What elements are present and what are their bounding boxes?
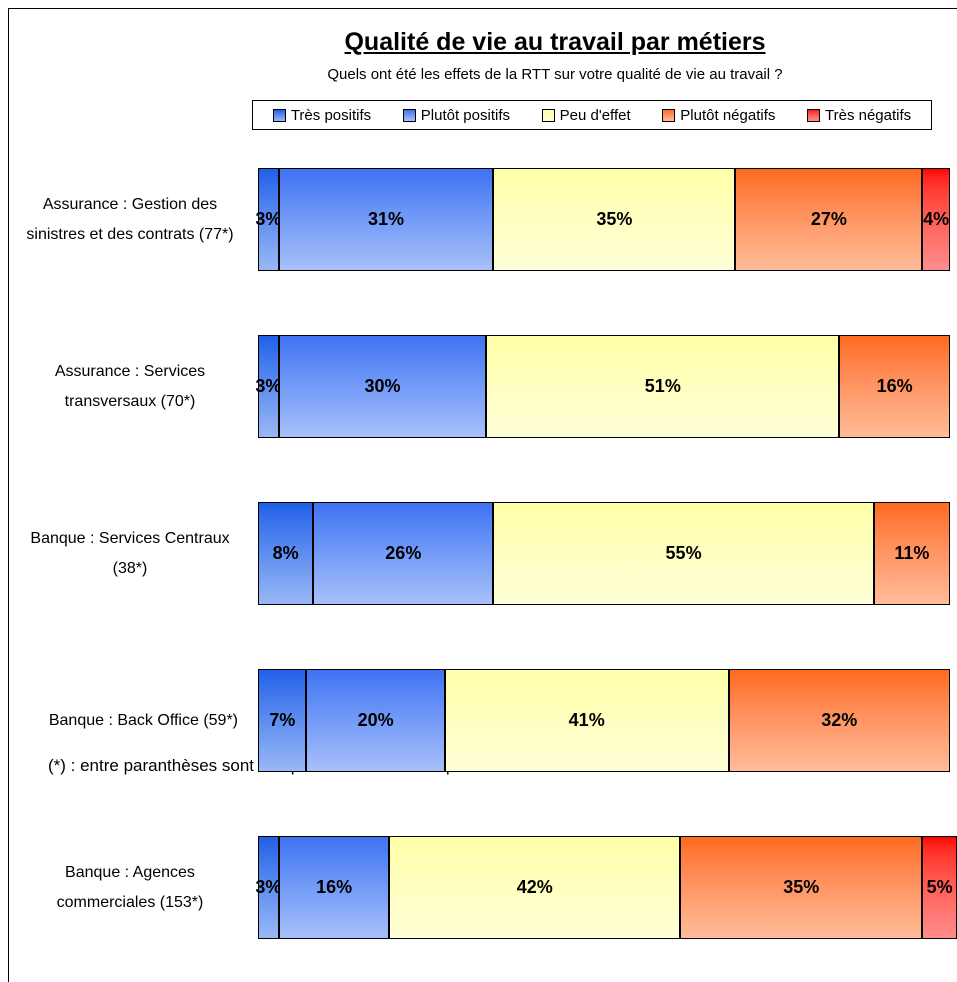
bar-segment: 16% bbox=[278, 836, 390, 939]
bar-segment: 27% bbox=[735, 168, 923, 271]
bar-segment: 3% bbox=[255, 168, 282, 271]
bar-segment: 30% bbox=[278, 335, 487, 438]
bar-segment: 16% bbox=[839, 335, 950, 438]
legend-item: Très négatifs bbox=[807, 107, 911, 124]
legend-item: Plutôt négatifs bbox=[662, 107, 775, 124]
data-label: 4% bbox=[923, 209, 950, 229]
bar-segment: 20% bbox=[306, 669, 445, 772]
bar-segment: 35% bbox=[493, 168, 736, 271]
legend-label: Plutôt positifs bbox=[420, 106, 510, 124]
bar-segment: 5% bbox=[922, 836, 957, 939]
category-text: Assurance : Services transversaux (70*) bbox=[54, 362, 206, 410]
data-label: 16% bbox=[876, 376, 913, 396]
bar-segment: 32% bbox=[728, 669, 950, 772]
legend-swatch bbox=[541, 108, 555, 122]
data-label: 30% bbox=[364, 376, 401, 396]
bar-segment: 3% bbox=[255, 335, 282, 438]
legend-label: Très positifs bbox=[290, 106, 372, 124]
chart-subtitle: Quels ont été les effets de la RTT sur v… bbox=[327, 66, 783, 83]
legend-label: Très négatifs bbox=[825, 106, 912, 124]
bar-segment: 42% bbox=[389, 836, 681, 939]
legend-item: Peu d'effet bbox=[541, 106, 631, 124]
data-label: 20% bbox=[357, 710, 394, 730]
category-label: Assurance : Gestion des sinistres et des… bbox=[10, 168, 238, 271]
data-label: 26% bbox=[385, 543, 422, 563]
chart-title: Qualité de vie au travail par métiers bbox=[344, 28, 766, 56]
legend-label: Peu d'effet bbox=[559, 106, 631, 124]
data-label: 3% bbox=[255, 376, 282, 396]
data-label: 5% bbox=[926, 877, 953, 897]
category-label: Banque : Back Office (59*) bbox=[10, 669, 238, 772]
data-label: 11% bbox=[894, 543, 930, 563]
bar-segment: 55% bbox=[493, 502, 874, 605]
category-text: Banque : Services Centraux (38*) bbox=[30, 529, 230, 577]
data-label: 35% bbox=[596, 209, 633, 229]
category-text: Banque : Back Office (59*) bbox=[48, 711, 238, 729]
frame bbox=[8, 8, 957, 982]
data-label: 8% bbox=[272, 543, 299, 563]
bar-segment: 8% bbox=[258, 502, 314, 605]
data-label: 3% bbox=[255, 877, 282, 897]
legend-swatch bbox=[662, 108, 676, 122]
legend-swatch bbox=[807, 108, 821, 122]
data-label: 42% bbox=[516, 877, 553, 897]
data-label: 41% bbox=[568, 710, 605, 730]
bar-segment: 11% bbox=[873, 502, 950, 605]
bar-segment: 4% bbox=[922, 168, 950, 271]
category-label: Assurance : Services transversaux (70*) bbox=[10, 335, 238, 438]
legend: Très positifs Plutôt positifs Peu d'effet P… bbox=[252, 100, 932, 130]
legend-label: Plutôt négatifs bbox=[680, 106, 776, 124]
data-label: 16% bbox=[316, 877, 353, 897]
bar-segment: 31% bbox=[278, 168, 494, 271]
bar-segment: 35% bbox=[680, 836, 923, 939]
data-label: 27% bbox=[810, 209, 847, 229]
category-text: Banque : Agences commerciales (153*) bbox=[56, 863, 204, 911]
bar-segment: 51% bbox=[486, 335, 840, 438]
bar-segment: 26% bbox=[313, 502, 494, 605]
bar-segment: 7% bbox=[258, 669, 307, 772]
category-label: Banque : Agences commerciales (153*) bbox=[10, 836, 238, 939]
data-label: 51% bbox=[644, 376, 681, 396]
data-label: 32% bbox=[821, 710, 858, 730]
data-label: 55% bbox=[665, 543, 702, 563]
data-label: 31% bbox=[367, 209, 405, 229]
legend-item: Plutôt positifs bbox=[402, 106, 510, 124]
legend-item: Très positifs bbox=[272, 106, 372, 124]
bar-segment: 3% bbox=[255, 836, 282, 939]
category-label: Banque : Services Centraux (38*) bbox=[10, 502, 238, 605]
data-label: 7% bbox=[269, 710, 296, 730]
bar-segment: 41% bbox=[444, 669, 729, 772]
data-label: 35% bbox=[783, 877, 820, 897]
data-label: 3% bbox=[255, 209, 282, 229]
legend-swatch bbox=[402, 108, 416, 122]
legend-swatch bbox=[272, 108, 286, 122]
category-text: Assurance : Gestion des sinistres et des… bbox=[26, 195, 234, 243]
